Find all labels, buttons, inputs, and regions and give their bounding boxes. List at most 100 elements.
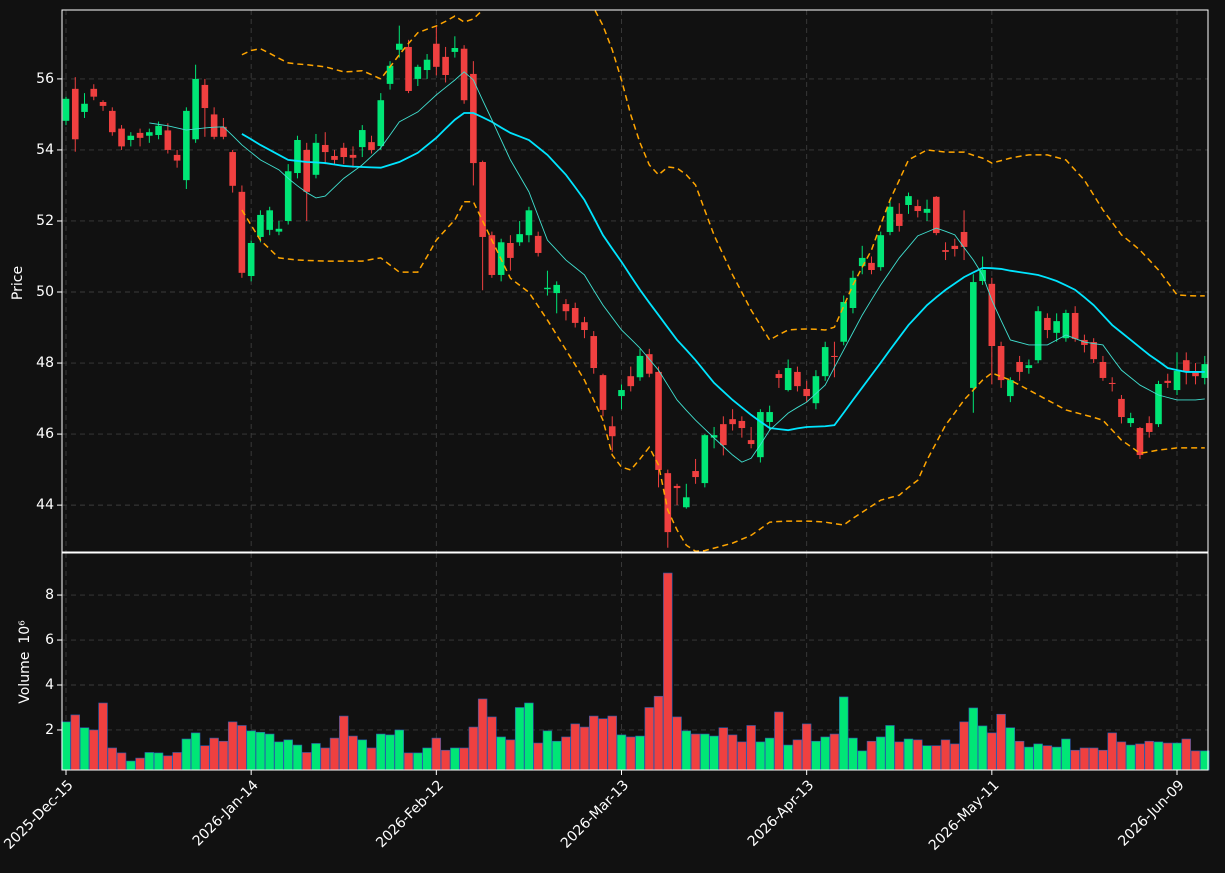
price-axis-label: Price	[10, 266, 26, 300]
candle-body	[636, 355, 644, 378]
volume-bar	[838, 696, 849, 771]
candle-body	[1099, 361, 1107, 378]
volume-bar	[857, 750, 867, 771]
volume-bar	[1070, 749, 1080, 771]
candle-body	[997, 345, 1005, 381]
candle-body	[868, 262, 875, 270]
candle-body	[155, 125, 162, 136]
volume-bar	[264, 733, 275, 771]
volume-bar	[487, 716, 497, 771]
candle-body	[183, 110, 190, 181]
volume-bar	[783, 744, 793, 771]
volume-bar	[718, 727, 729, 771]
candle-body	[794, 371, 801, 387]
candle-body	[710, 435, 718, 438]
candle-body	[192, 78, 199, 140]
volume-bar	[422, 747, 432, 771]
candle-body	[1164, 380, 1172, 383]
candle-body	[81, 103, 88, 112]
volume-bar	[320, 747, 330, 771]
candle-body	[1007, 380, 1014, 397]
candle-body	[970, 282, 977, 388]
candle-body	[766, 412, 773, 423]
candle-body	[692, 471, 699, 478]
candle-body	[442, 56, 449, 75]
volume-bar	[829, 733, 840, 771]
candle-body	[210, 114, 218, 137]
candle-body	[312, 142, 320, 175]
volume-bar	[561, 736, 571, 771]
y-tick-label: 2	[45, 722, 54, 738]
candle-body	[303, 149, 311, 192]
candle-body	[99, 101, 107, 106]
volume-bar	[940, 739, 951, 771]
candle-body	[1118, 398, 1125, 418]
candle-body	[932, 196, 940, 234]
volume-bar	[755, 741, 766, 771]
candle-body	[905, 196, 912, 205]
candle-body	[923, 208, 931, 213]
candle-body	[1136, 428, 1144, 456]
volume-bar	[737, 741, 747, 771]
volume-frame	[61, 552, 1209, 771]
volume-bar	[1126, 744, 1136, 771]
volume-bar	[746, 725, 756, 771]
candle-body	[664, 473, 672, 533]
volume-bar	[440, 749, 451, 771]
candle-body	[720, 424, 727, 446]
volume-bar	[950, 743, 960, 771]
volume-bar	[801, 723, 812, 771]
volume-bar	[1153, 741, 1164, 771]
volume-bar	[339, 715, 349, 771]
candle-body	[321, 144, 329, 153]
volume-bar	[366, 747, 377, 771]
y-tick-label: 54	[36, 142, 54, 158]
volume-bar	[98, 702, 108, 771]
volume-bar	[1051, 746, 1062, 771]
candle-body	[1044, 317, 1051, 331]
volume-bar	[524, 702, 534, 771]
overlay-line	[241, 10, 1205, 341]
volume-bar	[163, 755, 173, 771]
volume-bar	[709, 735, 719, 771]
volume-bar	[977, 725, 988, 771]
candle-body	[914, 206, 922, 212]
candle-body	[627, 376, 635, 387]
candle-body	[618, 390, 625, 397]
candle-body	[423, 59, 431, 71]
volume-bar	[1005, 727, 1016, 771]
y-tick-label: 6	[45, 632, 54, 648]
volume-bar	[894, 741, 904, 771]
volume-bar	[848, 737, 858, 771]
volume-bar	[653, 695, 664, 771]
candle-body	[201, 84, 209, 109]
volume-bar	[172, 752, 182, 771]
volume-bar	[774, 711, 784, 771]
candle-body	[405, 46, 412, 91]
volume-bar	[357, 739, 367, 771]
candle-body	[358, 130, 366, 148]
candle-body	[146, 132, 153, 136]
candle-body	[470, 73, 477, 164]
y-tick-label: 56	[36, 71, 54, 87]
volume-bar	[450, 747, 460, 771]
candle-body	[340, 147, 348, 158]
volume-bar	[672, 716, 682, 771]
volume-bar	[1042, 745, 1053, 771]
volume-bar	[413, 752, 423, 771]
volume-bar	[579, 726, 590, 771]
volume-bar	[1088, 747, 1099, 771]
volume-bar	[598, 718, 608, 771]
candle-body	[1053, 321, 1060, 333]
y-tick-label: 44	[36, 497, 54, 513]
candle-body	[71, 88, 79, 140]
candle-body	[164, 130, 172, 150]
candle-body	[1016, 361, 1023, 372]
candle-body	[701, 435, 709, 484]
candle-body	[858, 257, 866, 267]
candle-body	[460, 48, 468, 101]
volume-bar	[663, 572, 673, 771]
candle-body	[988, 283, 996, 346]
candle-body	[960, 231, 968, 247]
